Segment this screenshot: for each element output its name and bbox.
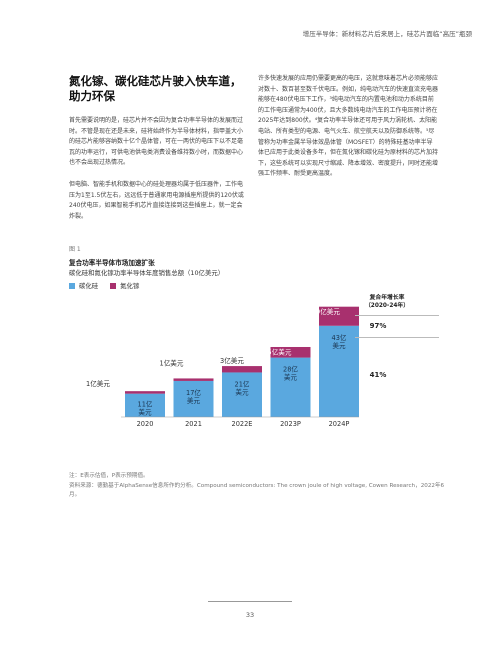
body-paragraph: 但电脑、智能手机和数据中心的硅处理器均属于低压器件，工作电压为1至1.5伏左右，… [69, 180, 244, 220]
bar-value-label-sic: 美元 [332, 341, 346, 350]
legend-label-sic: 碳化硅 [79, 282, 99, 290]
body-paragraph: 首先需要说明的是，硅芯片并不会因为复合功率半导体的发展而过时。不管是现在还是未来… [69, 117, 244, 167]
body-paragraph: 许多快速发展的应用仍需要更高的电压，这就意味着芯片必须能够应对数十、数百甚至数千… [258, 75, 439, 178]
bar-value-label-gan: 1亿美元 [160, 358, 184, 367]
bar-value-label-gan: 9亿美元 [316, 307, 340, 316]
figure-title: 复合功率半导体市场加速扩张 [69, 259, 155, 267]
bar-segment-gan [270, 346, 311, 358]
x-tick-label: 2023P [280, 420, 301, 428]
bar-value-label-sic: 11亿 [138, 399, 153, 408]
figure-footnote: 注：E表示估值，P表示预期值。 [69, 473, 149, 479]
bar-segment-gan [319, 306, 359, 326]
page-number: 33 [245, 611, 255, 619]
cagr-divider [355, 315, 439, 316]
bar-value-label-sic: 21亿 [235, 379, 250, 388]
cagr-value-sic: 41% [369, 371, 387, 379]
bar-value-label-sic: 美元 [284, 373, 298, 382]
legend-item-sic: 碳化硅 [69, 281, 98, 290]
x-tick-label: 2020 [137, 420, 154, 428]
bar-segment-sic [173, 380, 214, 417]
bar-value-label-sic: 43亿 [332, 333, 347, 342]
figure-label: 图 1 [69, 246, 81, 253]
bar-value-label-gan: 5亿美元 [268, 347, 292, 356]
x-tick-label: 2024P [329, 420, 350, 428]
x-tick-label: 2021 [185, 420, 202, 428]
bar-value-label-gan: 1亿美元 [86, 379, 110, 388]
cagr-value-gan: 97% [369, 322, 387, 330]
bar-value-label-gan: 3亿美元 [220, 356, 244, 365]
legend-item-gan: 氮化镓 [110, 281, 139, 290]
x-tick-label: 2022E [232, 420, 253, 428]
cagr-divider [355, 337, 439, 338]
chart-legend: 碳化硅 氮化镓 [69, 281, 139, 290]
bar-segment-sic [270, 357, 311, 417]
stacked-bar-chart: 11亿美元1亿美元202017亿美元1亿美元202121亿美元3亿美元2022E… [86, 306, 359, 428]
article-title: 氮化镓、碳化硅芯片驶入快车道，助力环保 [69, 74, 242, 103]
bar-value-label-sic: 美元 [235, 387, 249, 396]
bar-segment-gan [173, 378, 214, 381]
figure-source: 资料来源：德勤基于AlphaSense信息所作的分析。Compound semi… [69, 483, 445, 498]
bar-segment-sic [125, 393, 165, 417]
figure-subtitle: 碳化硅和氮化镓功率半导体年度销售总额（10亿美元） [69, 269, 225, 277]
bar-value-label-sic: 美元 [187, 396, 201, 405]
footer-rule [208, 601, 292, 602]
article-left-column: 氮化镓、碳化硅芯片驶入快车道，助力环保 首先需要说明的是，硅芯片并不会因为复合功… [69, 74, 247, 233]
bar-segment-gan [125, 391, 165, 394]
bar-value-label-sic: 17亿 [186, 388, 201, 397]
bar-segment-sic [222, 372, 262, 417]
cagr-header: 复合年增长率（2020-24年） [365, 295, 409, 309]
bar-segment-gan [222, 366, 262, 373]
legend-label-gan: 氮化镓 [120, 282, 140, 290]
bar-value-label-sic: 28亿 [283, 365, 298, 374]
legend-swatch-gan [110, 283, 117, 289]
article-right-column: 许多快速发展的应用仍需要更高的电压，这就意味着芯片必须能够应对数十、数百甚至数千… [258, 74, 438, 191]
running-header: 增压半导体：新材料芯片后来居上，硅芯片面临“高压”瓶颈 [302, 30, 472, 38]
bar-segment-sic [319, 325, 359, 417]
legend-swatch-sic [69, 283, 75, 289]
bar-value-label-sic: 美元 [138, 407, 152, 416]
